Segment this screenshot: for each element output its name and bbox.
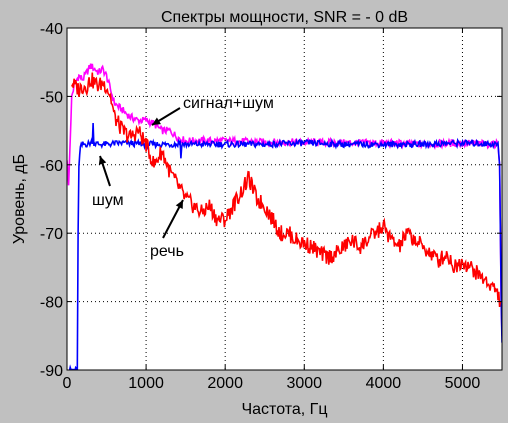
x-axis-label: Частота, Гц [241, 401, 327, 418]
annotation-noise: шум [92, 192, 124, 209]
x-tick-label: 4000 [366, 375, 402, 392]
y-tick-label: -50 [40, 89, 63, 106]
y-tick-label: -90 [40, 363, 63, 380]
annotation-speech: речь [150, 243, 184, 260]
annotation-signal-noise: сигнал+шум [183, 95, 274, 112]
x-tick-label: 3000 [286, 375, 322, 392]
axes-box [66, 27, 503, 371]
y-tick-label: -70 [40, 226, 63, 243]
x-tick-label: 1000 [128, 375, 164, 392]
series-line-2 [70, 72, 502, 308]
chart-title: Спектры мощности, SNR = - 0 dB [161, 9, 408, 26]
annotation-noise-arrow-head [98, 156, 107, 165]
x-tick-label: 2000 [207, 375, 243, 392]
grid [67, 28, 502, 370]
plot-area [67, 28, 502, 370]
y-tick-label: -60 [40, 158, 63, 175]
y-axis-label: Уровень, дБ [11, 154, 28, 244]
annotation-speech-arrow-head [175, 200, 183, 209]
x-tick-label: 5000 [445, 375, 481, 392]
x-tick-label: 0 [63, 375, 72, 392]
series-line-1 [68, 122, 502, 370]
annotation-signal-noise-arrow-head [152, 117, 161, 125]
y-tick-label: -40 [40, 21, 63, 38]
y-tick-label: -80 [40, 295, 63, 312]
